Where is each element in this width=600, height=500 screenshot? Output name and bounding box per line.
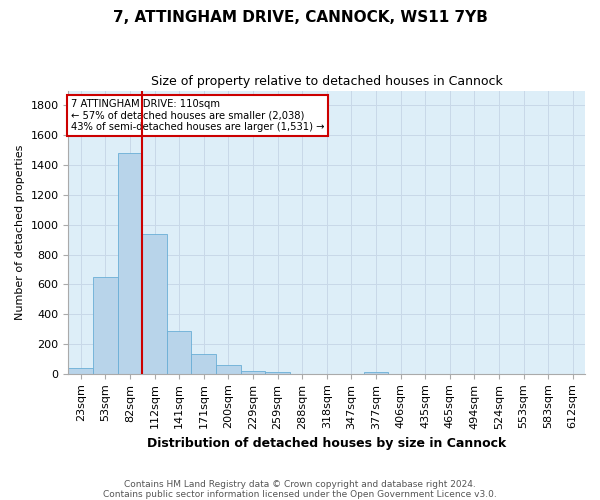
Text: 7, ATTINGHAM DRIVE, CANNOCK, WS11 7YB: 7, ATTINGHAM DRIVE, CANNOCK, WS11 7YB xyxy=(113,10,487,25)
Bar xyxy=(93,277,118,374)
Title: Size of property relative to detached houses in Cannock: Size of property relative to detached ho… xyxy=(151,75,503,88)
Bar xyxy=(118,153,142,374)
Text: Contains public sector information licensed under the Open Government Licence v3: Contains public sector information licen… xyxy=(103,490,497,499)
Bar xyxy=(241,371,265,374)
Bar xyxy=(364,372,388,374)
Text: 7 ATTINGHAM DRIVE: 110sqm
← 57% of detached houses are smaller (2,038)
43% of se: 7 ATTINGHAM DRIVE: 110sqm ← 57% of detac… xyxy=(71,99,325,132)
Bar xyxy=(167,330,191,374)
Bar xyxy=(265,372,290,374)
Bar xyxy=(191,354,216,374)
Bar xyxy=(142,234,167,374)
Bar xyxy=(216,365,241,374)
Text: Contains HM Land Registry data © Crown copyright and database right 2024.: Contains HM Land Registry data © Crown c… xyxy=(124,480,476,489)
Bar xyxy=(68,368,93,374)
Y-axis label: Number of detached properties: Number of detached properties xyxy=(15,144,25,320)
X-axis label: Distribution of detached houses by size in Cannock: Distribution of detached houses by size … xyxy=(147,437,506,450)
